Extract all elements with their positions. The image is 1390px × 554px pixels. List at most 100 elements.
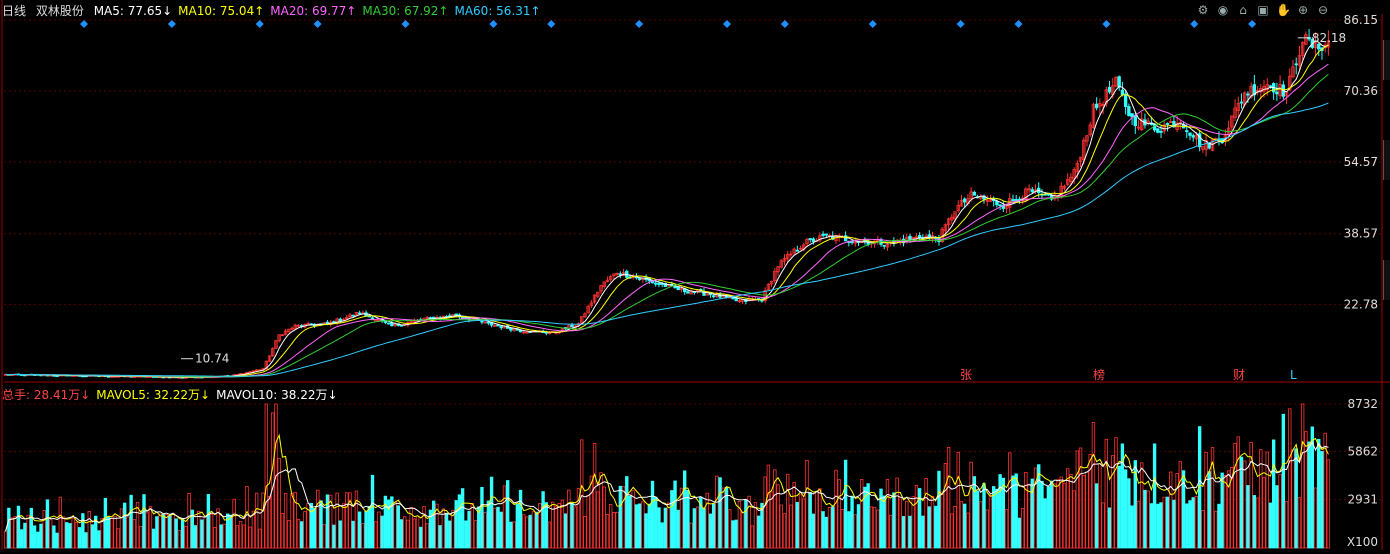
volume-bar <box>1297 497 1302 549</box>
volume-bar <box>534 511 539 549</box>
volume-bar <box>1181 470 1186 549</box>
volume-bar <box>1078 447 1083 549</box>
candle-body <box>338 318 343 322</box>
side-scroll-handle[interactable] <box>1383 140 1390 180</box>
volume-bar <box>123 502 127 549</box>
ma-label-2: MA20: 69.77↑ <box>270 4 357 18</box>
volume-bar <box>744 499 748 549</box>
candle-body <box>689 291 693 295</box>
candle-body <box>522 331 526 334</box>
candle-body <box>1120 89 1125 95</box>
volume-bar <box>885 479 890 549</box>
volume-bar <box>740 511 745 549</box>
lock-icon[interactable]: ▣ <box>1257 3 1269 17</box>
eye-icon[interactable]: ◉ <box>1217 3 1229 17</box>
volume-bar <box>406 519 410 549</box>
candle-body <box>927 234 931 238</box>
volume-bar <box>219 524 223 549</box>
candle-body <box>1204 140 1208 150</box>
volume-bar <box>335 492 339 549</box>
signal-diamond <box>167 20 176 28</box>
volume-bar <box>1320 451 1324 549</box>
volume-bar <box>930 495 935 549</box>
volume-bar <box>489 476 494 549</box>
volume-bar <box>390 496 394 549</box>
zoom-in-icon[interactable]: ⊕ <box>1297 3 1309 17</box>
settings-icon[interactable]: ⚙ <box>1197 3 1209 17</box>
volume-bar <box>354 490 359 549</box>
volume-bar <box>1188 500 1192 549</box>
volume-bar <box>1066 468 1070 549</box>
volume-bar <box>689 522 693 549</box>
volume-bar <box>58 496 63 549</box>
volume-bar <box>1082 474 1086 549</box>
volume-bar <box>753 502 758 549</box>
volume-bar <box>866 483 870 549</box>
candle-body <box>1317 43 1321 50</box>
volume-bar <box>229 514 233 549</box>
volume-bar <box>1117 465 1121 549</box>
volume-bar <box>676 509 680 549</box>
candle-body <box>496 324 500 327</box>
side-scroll-handle[interactable] <box>1383 260 1390 300</box>
volume-bar <box>1014 473 1018 549</box>
volume-bar <box>238 521 243 549</box>
ma30-line <box>5 74 1329 378</box>
volume-bar <box>415 515 420 549</box>
candle-body <box>1075 162 1080 173</box>
volume-bar <box>87 511 91 549</box>
volume-bar <box>975 490 980 549</box>
candle-body <box>1024 188 1028 200</box>
signal-diamond <box>635 20 644 28</box>
volume-bar <box>1278 474 1282 549</box>
period-label[interactable]: 日线 <box>2 4 27 18</box>
candle-body <box>509 327 513 331</box>
volume-bar <box>792 482 796 549</box>
volume-bar <box>274 403 278 549</box>
volume-bar <box>1288 408 1292 549</box>
volume-bar <box>48 519 53 549</box>
volume-bar <box>1185 503 1189 549</box>
hand-icon[interactable]: ✋ <box>1276 3 1291 17</box>
volume-bar <box>454 500 458 549</box>
zoom-out-icon[interactable]: ⊖ <box>1317 3 1329 17</box>
volume-bar <box>673 480 677 549</box>
volume-bar <box>151 528 156 549</box>
volume-bar <box>1300 403 1305 549</box>
volume-bar <box>647 503 651 549</box>
volume-bar <box>882 495 886 549</box>
candle-body <box>972 191 977 196</box>
price-tick-label: 86.15 <box>1344 13 1378 27</box>
volume-bar <box>644 513 648 549</box>
volume-bar <box>139 526 143 549</box>
candle-body <box>959 200 964 207</box>
volume-bar <box>65 522 69 549</box>
volume-bar <box>287 520 291 549</box>
candle-body <box>766 284 771 290</box>
volume-bar <box>380 515 384 549</box>
candle-body <box>1165 123 1170 125</box>
volume-bar <box>341 503 346 549</box>
candle-body <box>483 321 487 324</box>
signal-diamond <box>547 20 556 28</box>
volume-bar <box>264 403 268 549</box>
candle-body <box>1140 118 1144 131</box>
volume-bar <box>1049 480 1054 549</box>
side-scroll-handle[interactable] <box>1383 40 1390 80</box>
volume-bar <box>1037 464 1041 549</box>
volume-bar <box>988 494 993 549</box>
price-tick-label: 22.78 <box>1344 298 1378 312</box>
volume-bar <box>1062 482 1067 549</box>
volume-bar <box>467 510 471 549</box>
home-icon[interactable]: ⌂ <box>1239 3 1247 17</box>
signal-diamond <box>1190 20 1199 28</box>
ma-label-1: MA10: 75.04↑ <box>178 4 265 18</box>
volume-bar <box>737 500 742 549</box>
volume-bar <box>596 491 600 549</box>
volume-bar <box>1275 485 1279 549</box>
candle-body <box>608 276 613 280</box>
volume-bar <box>856 504 861 549</box>
signal-diamond <box>80 20 88 28</box>
volume-bar <box>428 509 433 549</box>
